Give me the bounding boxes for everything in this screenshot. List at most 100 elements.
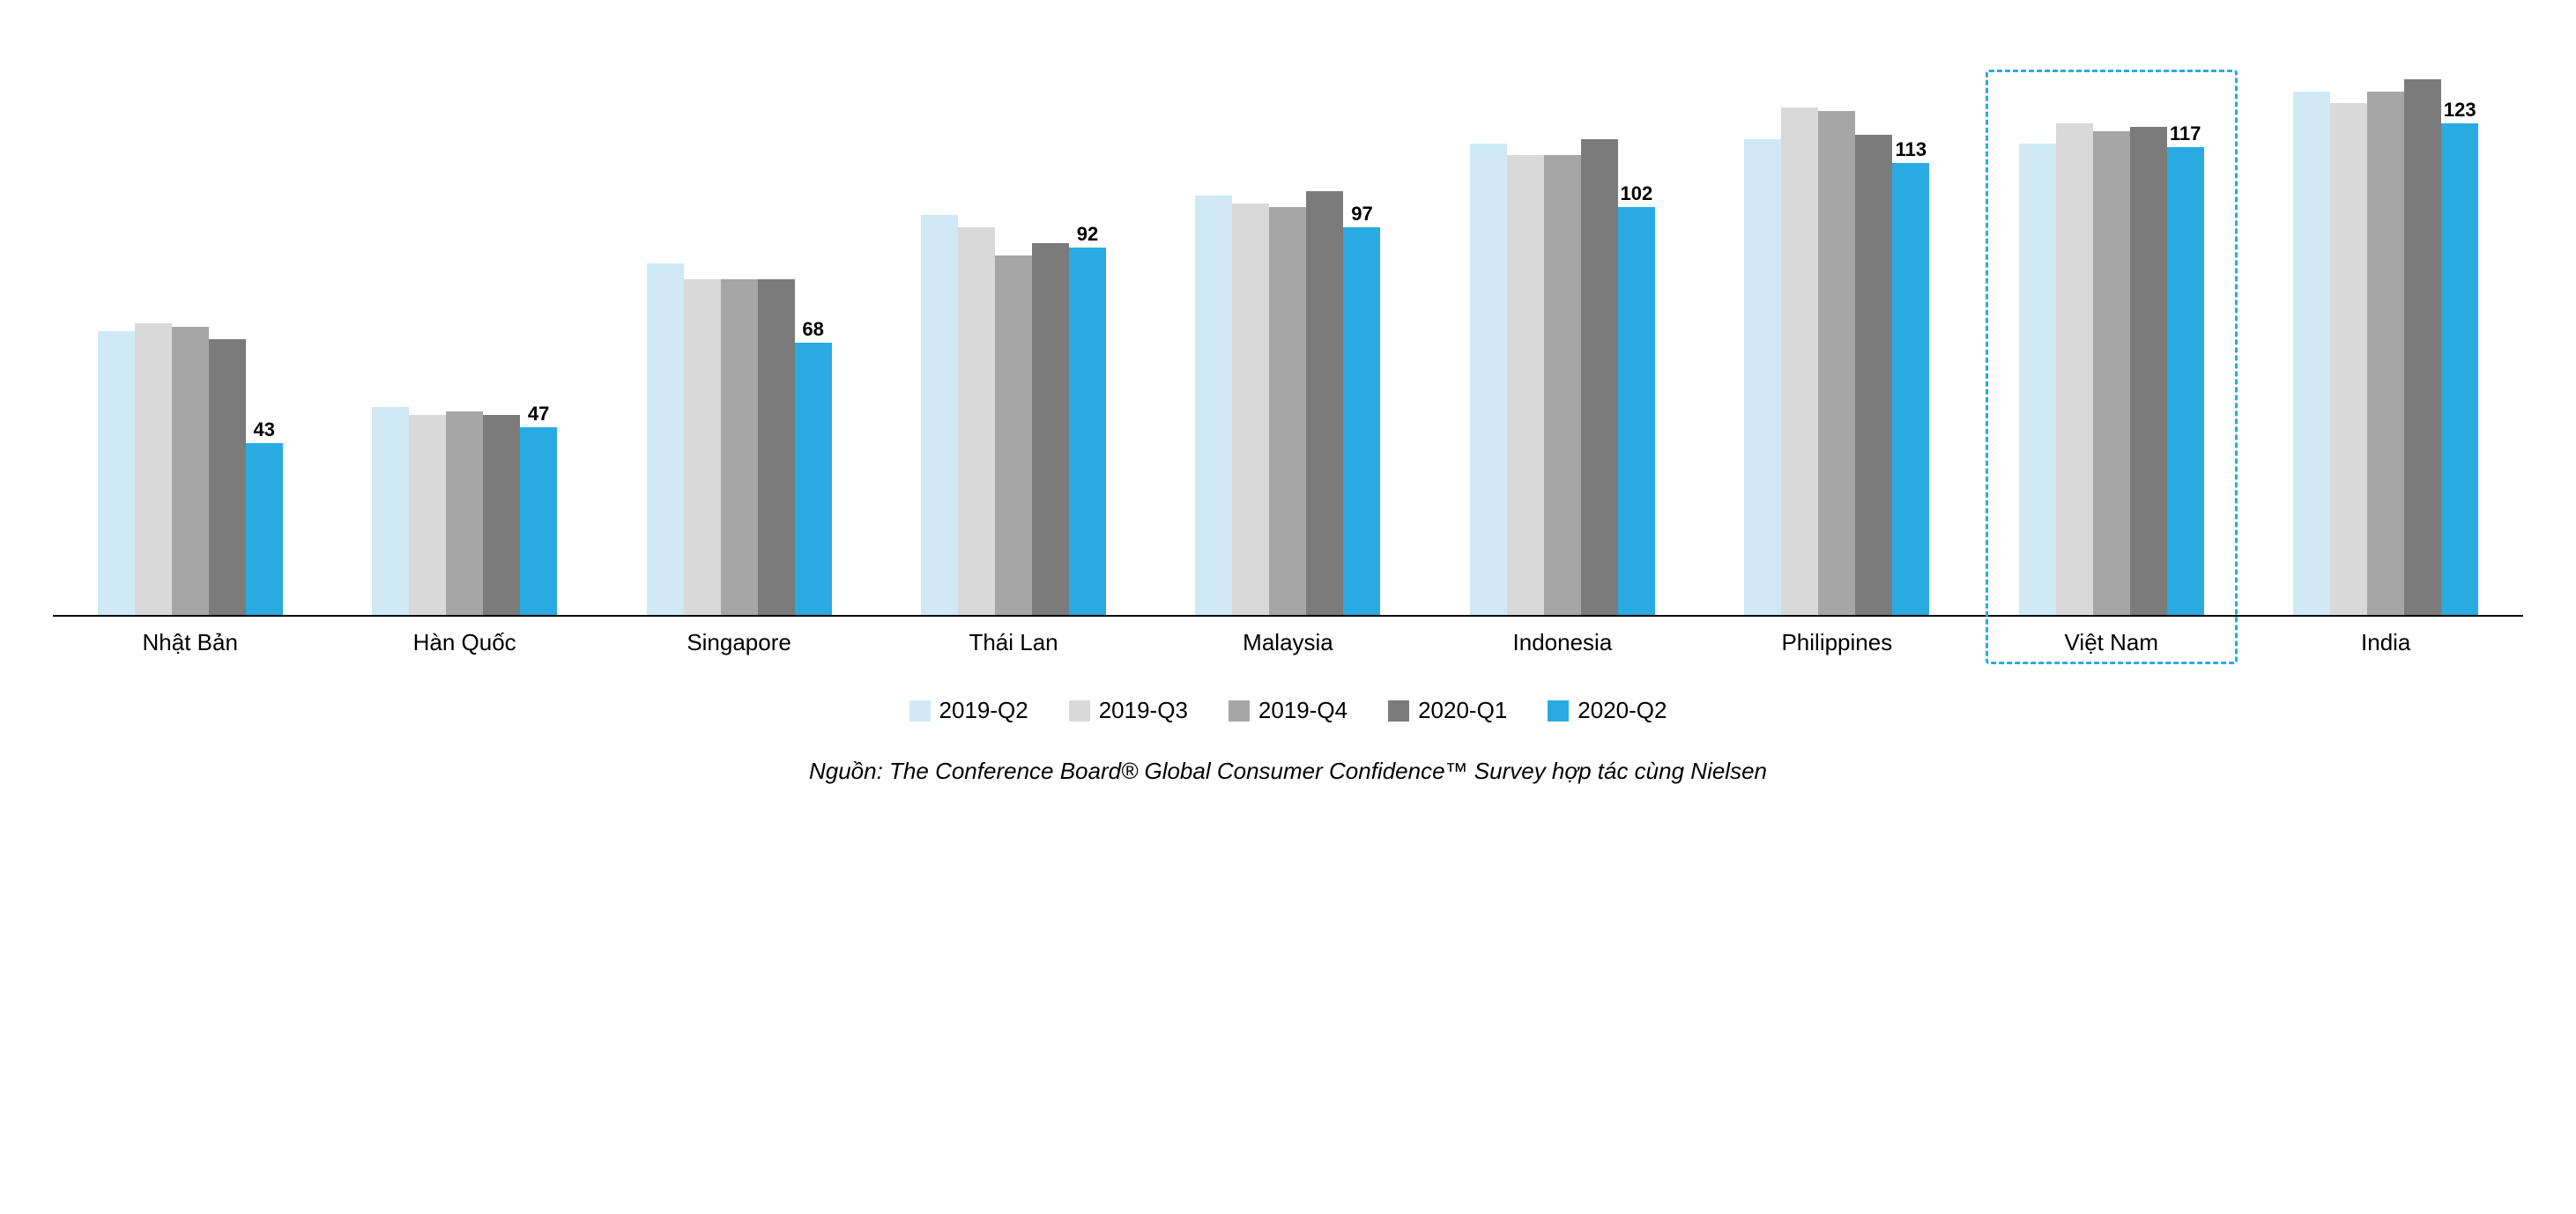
- legend-label: 2019-Q3: [1099, 697, 1188, 724]
- bar: [647, 263, 684, 615]
- bar: [684, 279, 721, 615]
- bar: [2293, 92, 2330, 615]
- bar-value-label: 102: [1621, 182, 1653, 205]
- bar: [98, 331, 135, 615]
- consumer-confidence-chart: 43 47 68 92 97 102 113 117 123 Nhật BảnHàn QuốcS…: [53, 35, 2523, 785]
- bar: [1507, 155, 1544, 615]
- bar: 123: [2441, 123, 2478, 615]
- legend-item: 2020-Q2: [1548, 697, 1667, 724]
- bar: [483, 415, 520, 615]
- bar-group: 113: [1700, 35, 1974, 615]
- bar: [921, 215, 958, 615]
- bar-cluster: 102: [1425, 35, 1699, 615]
- x-axis-label: Indonesia: [1425, 629, 1699, 656]
- x-axis-label: Thái Lan: [876, 629, 1150, 656]
- bar: [2367, 92, 2404, 615]
- bar: [1195, 196, 1232, 615]
- bar: [209, 339, 246, 615]
- bar-group: 123: [2249, 35, 2523, 615]
- bar-cluster: 97: [1151, 35, 1425, 615]
- bar: 102: [1618, 207, 1655, 615]
- bar-group: 43: [53, 35, 327, 615]
- bar: [2019, 144, 2056, 615]
- bar: [995, 255, 1032, 615]
- x-axis-label: Singapore: [602, 629, 876, 656]
- bar-cluster: 47: [327, 35, 601, 615]
- bar-value-label: 97: [1351, 203, 1372, 226]
- bar-cluster: 123: [2249, 35, 2523, 615]
- legend-item: 2019-Q4: [1229, 697, 1347, 724]
- bar: [2130, 127, 2167, 615]
- bar: [446, 411, 483, 615]
- legend-swatch: [1388, 700, 1409, 722]
- bar-value-label: 117: [2170, 122, 2201, 145]
- bar: [135, 323, 172, 615]
- bar-group: 102: [1425, 35, 1699, 615]
- legend-label: 2019-Q2: [939, 697, 1028, 724]
- bar: [758, 279, 795, 615]
- x-axis-label: Hàn Quốc: [327, 629, 601, 656]
- chart-plot-area: 43 47 68 92 97 102 113 117 123: [53, 35, 2523, 617]
- x-axis-label: Malaysia: [1151, 629, 1425, 656]
- x-axis-label: Việt Nam: [1974, 629, 2248, 656]
- bar: 92: [1069, 248, 1106, 615]
- bar-group: 47: [327, 35, 601, 615]
- chart-legend: 2019-Q2 2019-Q3 2019-Q4 2020-Q1 2020-Q2: [53, 697, 2523, 724]
- legend-item: 2020-Q1: [1388, 697, 1507, 724]
- bar: 47: [520, 427, 557, 615]
- bar: [372, 407, 409, 615]
- bar-group: 68: [602, 35, 876, 615]
- bar-group: 117: [1974, 35, 2248, 615]
- bar-value-label: 68: [802, 318, 823, 341]
- bar: [2056, 123, 2093, 615]
- bar: [2330, 103, 2367, 615]
- bar: [1306, 191, 1343, 615]
- bar: [721, 279, 758, 615]
- bar: [1032, 243, 1069, 615]
- bar-cluster: 92: [876, 35, 1150, 615]
- legend-swatch: [1548, 700, 1569, 722]
- bar-value-label: 47: [528, 403, 549, 426]
- bar: [1781, 107, 1818, 615]
- bar: [1744, 139, 1781, 615]
- x-axis-label: Nhật Bản: [53, 629, 327, 656]
- legend-swatch: [1229, 700, 1250, 722]
- bar-cluster: 43: [53, 35, 327, 615]
- bar: [2404, 79, 2441, 615]
- bar: [1855, 135, 1892, 615]
- legend-label: 2020-Q2: [1578, 697, 1667, 724]
- bar: 113: [1892, 163, 1929, 615]
- bar-value-label: 113: [1896, 138, 1927, 161]
- x-axis-label: India: [2249, 629, 2523, 656]
- legend-item: 2019-Q2: [909, 697, 1028, 724]
- bar: 117: [2167, 147, 2204, 615]
- legend-swatch: [1069, 700, 1090, 722]
- x-axis-label: Philippines: [1700, 629, 1974, 656]
- source-text: Nguồn: The Conference Board® Global Cons…: [53, 758, 2523, 785]
- bar-cluster: 117: [1974, 35, 2248, 615]
- bar: [1470, 144, 1507, 615]
- bar-group: 92: [876, 35, 1150, 615]
- legend-swatch: [909, 700, 931, 722]
- bar-cluster: 113: [1700, 35, 1974, 615]
- bar: [172, 327, 209, 615]
- x-axis-labels: Nhật BảnHàn QuốcSingaporeThái LanMalaysi…: [53, 629, 2523, 656]
- bar: [2093, 131, 2130, 615]
- bar: [958, 227, 995, 615]
- bar-value-label: 123: [2444, 99, 2476, 122]
- bar: 43: [246, 443, 283, 615]
- legend-label: 2020-Q1: [1418, 697, 1507, 724]
- bar: [409, 415, 446, 615]
- bar-value-label: 43: [253, 418, 274, 441]
- bar: [1581, 139, 1618, 615]
- bar-group: 97: [1151, 35, 1425, 615]
- bar: [1818, 111, 1855, 615]
- bar: [1232, 204, 1269, 615]
- legend-label: 2019-Q4: [1258, 697, 1347, 724]
- bar: 68: [795, 343, 832, 615]
- bar: 97: [1343, 227, 1380, 615]
- bar: [1269, 207, 1306, 615]
- bar: [1544, 155, 1581, 615]
- bar-value-label: 92: [1077, 223, 1098, 246]
- bar-cluster: 68: [602, 35, 876, 615]
